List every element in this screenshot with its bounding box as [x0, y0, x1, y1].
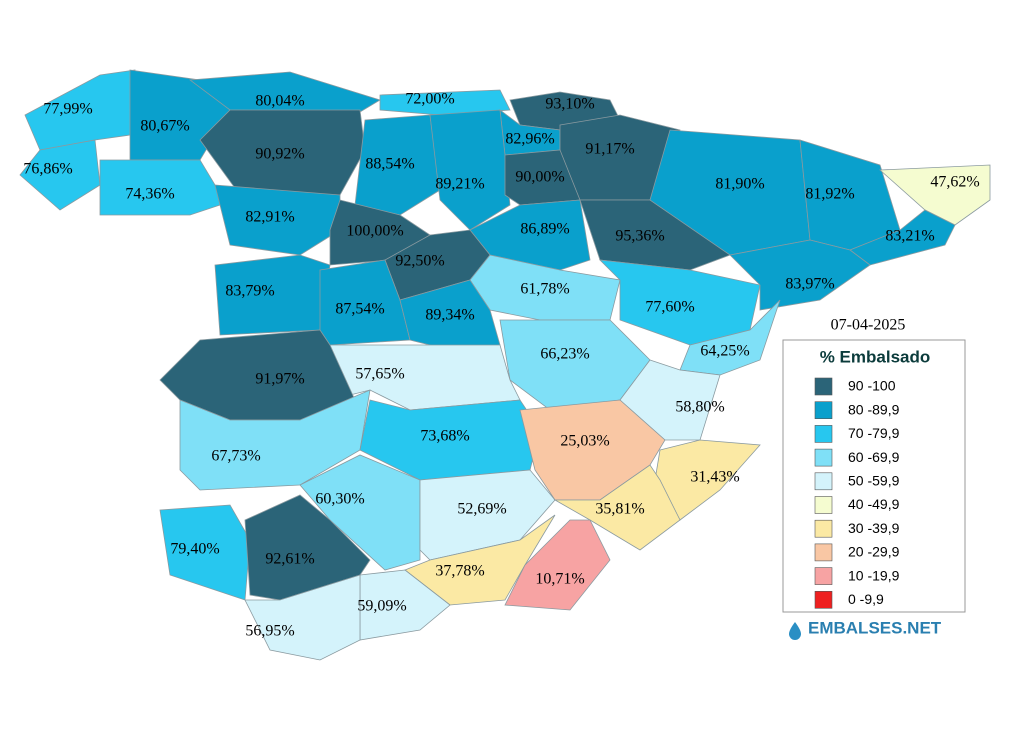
legend-swatch	[814, 496, 833, 514]
legend-label: 50 -59,9	[848, 473, 900, 489]
region-label: 79,40%	[170, 541, 219, 558]
region	[19, 139, 101, 211]
region-label: 67,73%	[211, 448, 260, 465]
region-label: 52,69%	[457, 501, 506, 518]
brand: EMBALSES.NET	[808, 618, 942, 637]
region-label: 74,36%	[125, 186, 174, 203]
region-label: 83,79%	[225, 283, 274, 300]
region-label: 66,23%	[540, 346, 589, 363]
region-label: 10,71%	[535, 571, 584, 588]
region-label: 61,78%	[520, 281, 569, 298]
legend-swatch	[814, 519, 833, 538]
region-label: 81,92%	[805, 186, 854, 203]
region-label: 83,21%	[885, 228, 934, 245]
legend-label: 40 -49,9	[848, 496, 900, 512]
region-label: 88,54%	[365, 156, 414, 173]
region-label: 92,50%	[395, 253, 444, 270]
region-label: 77,99%	[43, 101, 92, 118]
legend-label: 60 -69,9	[848, 449, 900, 465]
region-label: 87,54%	[335, 301, 384, 318]
region-label: 35,81%	[595, 501, 644, 518]
region	[553, 464, 681, 551]
region-label: 59,09%	[357, 598, 406, 615]
region-label: 93,10%	[545, 96, 594, 113]
region-label: 77,60%	[645, 299, 694, 316]
region	[159, 504, 251, 601]
date: 07-04-2025	[831, 317, 906, 334]
region	[404, 514, 556, 606]
legend-box	[782, 339, 966, 613]
region-label: 76,86%	[23, 161, 72, 178]
region-label: 64,25%	[700, 343, 749, 360]
region-label: 89,34%	[425, 307, 474, 324]
region-label: 91,97%	[255, 371, 304, 388]
region-label: 58,80%	[675, 399, 724, 416]
region-label: 82,96%	[505, 131, 554, 148]
legend-title: % Embalsado	[820, 347, 931, 366]
region	[244, 494, 371, 601]
region-label: 83,97%	[785, 276, 834, 293]
legend-swatch	[814, 472, 833, 491]
region-label: 90,00%	[515, 169, 564, 186]
region-label: 81,90%	[715, 176, 764, 193]
legend-label: 90 -100	[848, 378, 896, 394]
region-label: 47,62%	[930, 174, 979, 191]
region-label: 89,21%	[435, 176, 484, 193]
legend-label: 70 -79,9	[848, 425, 900, 441]
legend-swatch	[814, 590, 833, 609]
region-label: 80,67%	[140, 118, 189, 135]
region-label: 91,17%	[585, 141, 634, 158]
legend-label: 30 -39,9	[848, 520, 900, 536]
region-label: 73,68%	[420, 428, 469, 445]
region-label: 37,78%	[435, 563, 484, 580]
regions	[19, 69, 991, 661]
region	[429, 109, 511, 231]
region	[354, 114, 441, 216]
legend-swatch	[814, 425, 833, 443]
brand-icon	[789, 622, 801, 640]
legend-swatch	[814, 543, 833, 562]
region	[579, 199, 731, 271]
region-label: 92,61%	[265, 551, 314, 568]
region-label: 80,04%	[255, 93, 304, 110]
region-labels: 77,99% 76,86% 80,67% 80,04% 72,00% 74,36% 90,9…	[23, 91, 979, 640]
legend-swatch	[814, 567, 833, 585]
legend-label: 80 -89,9	[848, 401, 900, 417]
legend: 90 -100 80 -89,9 70 -79,9 60 -69,9 50 -59,9 4…	[814, 377, 900, 609]
legend-label: 20 -29,9	[848, 544, 900, 560]
legend-label: 0 -9,9	[848, 591, 884, 607]
region	[214, 184, 341, 256]
region-label: 100,00%	[346, 223, 403, 240]
region-label: 90,92%	[255, 146, 304, 163]
region	[244, 574, 361, 661]
region-label: 56,95%	[245, 623, 294, 640]
region	[504, 519, 611, 611]
region-label: 95,36%	[615, 228, 664, 245]
region-label: 31,43%	[690, 469, 739, 486]
region	[729, 239, 871, 311]
region	[188, 71, 381, 113]
legend-label: 10 -19,9	[848, 567, 900, 583]
region	[878, 164, 991, 226]
region-label: 82,91%	[245, 209, 294, 226]
legend-swatch	[814, 377, 833, 396]
region-label: 57,65%	[355, 366, 404, 383]
region-label: 25,03%	[560, 433, 609, 450]
legend-swatch	[814, 401, 833, 420]
region-label: 72,00%	[405, 91, 454, 108]
region-label: 86,89%	[520, 221, 569, 238]
legend-swatch	[814, 448, 833, 467]
region-label: 60,30%	[315, 491, 364, 508]
